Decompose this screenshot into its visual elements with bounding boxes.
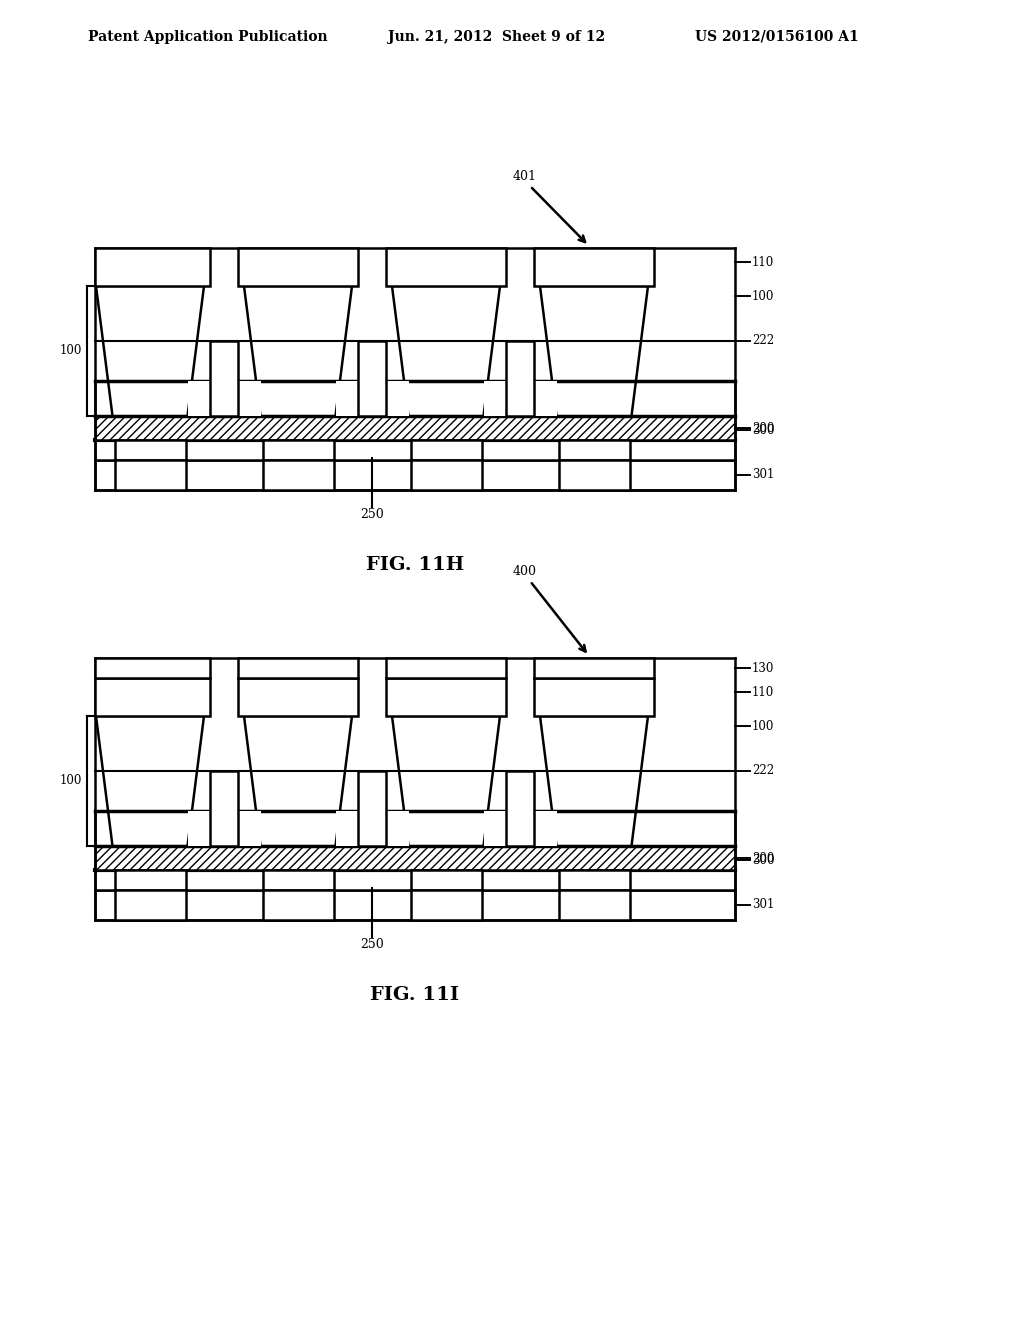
Bar xyxy=(483,810,506,846)
Bar xyxy=(534,810,556,846)
Bar xyxy=(558,440,630,459)
Text: 400: 400 xyxy=(513,565,537,578)
Bar xyxy=(558,459,630,490)
Bar xyxy=(238,810,260,846)
Bar xyxy=(534,381,556,416)
Bar xyxy=(506,771,534,846)
Bar xyxy=(95,846,735,870)
Bar xyxy=(115,871,185,888)
Bar xyxy=(95,248,735,416)
Bar xyxy=(386,381,409,416)
Text: FIG. 11H: FIG. 11H xyxy=(366,556,464,574)
Text: 200: 200 xyxy=(752,421,774,434)
Bar xyxy=(95,870,735,890)
Text: 301: 301 xyxy=(752,899,774,912)
Text: FIG. 11I: FIG. 11I xyxy=(371,986,460,1005)
Text: 100: 100 xyxy=(59,775,82,788)
Bar xyxy=(262,440,334,459)
Bar xyxy=(95,810,735,846)
Bar xyxy=(336,381,358,416)
Bar xyxy=(262,441,334,459)
Polygon shape xyxy=(392,286,500,416)
Bar xyxy=(386,810,409,846)
Polygon shape xyxy=(244,286,352,416)
Text: 250: 250 xyxy=(360,508,384,521)
Bar xyxy=(95,657,210,678)
Bar xyxy=(210,341,238,416)
Text: Patent Application Publication: Patent Application Publication xyxy=(88,30,328,44)
Bar xyxy=(238,657,358,678)
Bar xyxy=(95,459,735,490)
Bar xyxy=(411,890,481,920)
Bar xyxy=(534,248,654,286)
Bar xyxy=(411,441,481,459)
Bar xyxy=(386,678,506,715)
Bar xyxy=(386,248,506,286)
Bar xyxy=(115,459,185,490)
Text: 100: 100 xyxy=(752,289,774,302)
Bar xyxy=(115,890,185,920)
Bar xyxy=(95,678,735,846)
Text: Jun. 21, 2012  Sheet 9 of 12: Jun. 21, 2012 Sheet 9 of 12 xyxy=(388,30,605,44)
Polygon shape xyxy=(96,715,204,846)
Bar xyxy=(386,657,506,678)
Bar xyxy=(262,870,334,890)
Bar xyxy=(358,771,386,846)
Bar xyxy=(95,440,735,459)
Bar xyxy=(411,870,481,890)
Bar xyxy=(95,890,735,920)
Bar xyxy=(262,871,334,888)
Text: 100: 100 xyxy=(59,345,82,358)
Bar xyxy=(95,678,210,715)
Polygon shape xyxy=(540,715,648,846)
Bar xyxy=(95,416,735,440)
Text: 300: 300 xyxy=(752,854,774,866)
Text: 222: 222 xyxy=(752,764,774,777)
Bar xyxy=(95,248,210,286)
Bar xyxy=(210,771,238,846)
Polygon shape xyxy=(244,715,352,846)
Polygon shape xyxy=(96,286,204,416)
Bar xyxy=(187,810,210,846)
Bar xyxy=(358,341,386,416)
Bar xyxy=(483,381,506,416)
Bar xyxy=(187,381,210,416)
Text: 200: 200 xyxy=(752,851,774,865)
Bar xyxy=(95,381,735,416)
Bar xyxy=(558,890,630,920)
Text: 100: 100 xyxy=(752,719,774,733)
Text: US 2012/0156100 A1: US 2012/0156100 A1 xyxy=(695,30,859,44)
Bar xyxy=(262,890,334,920)
Bar xyxy=(506,341,534,416)
Bar xyxy=(115,441,185,459)
Text: 250: 250 xyxy=(360,939,384,952)
Bar xyxy=(411,871,481,888)
Bar xyxy=(115,440,185,459)
Text: 401: 401 xyxy=(513,170,537,183)
Bar xyxy=(262,459,334,490)
Bar xyxy=(558,871,630,888)
Bar xyxy=(534,657,654,678)
Text: 300: 300 xyxy=(752,424,774,437)
Bar xyxy=(238,381,260,416)
Text: 130: 130 xyxy=(752,661,774,675)
Text: 222: 222 xyxy=(752,334,774,347)
Bar xyxy=(558,870,630,890)
Polygon shape xyxy=(540,286,648,416)
Bar xyxy=(238,248,358,286)
Bar xyxy=(558,441,630,459)
Bar xyxy=(534,678,654,715)
Bar xyxy=(115,870,185,890)
Text: 110: 110 xyxy=(752,256,774,268)
Text: 110: 110 xyxy=(752,685,774,698)
Bar xyxy=(411,440,481,459)
Bar xyxy=(238,678,358,715)
Bar xyxy=(336,810,358,846)
Bar xyxy=(411,459,481,490)
Text: 301: 301 xyxy=(752,469,774,482)
Polygon shape xyxy=(392,715,500,846)
